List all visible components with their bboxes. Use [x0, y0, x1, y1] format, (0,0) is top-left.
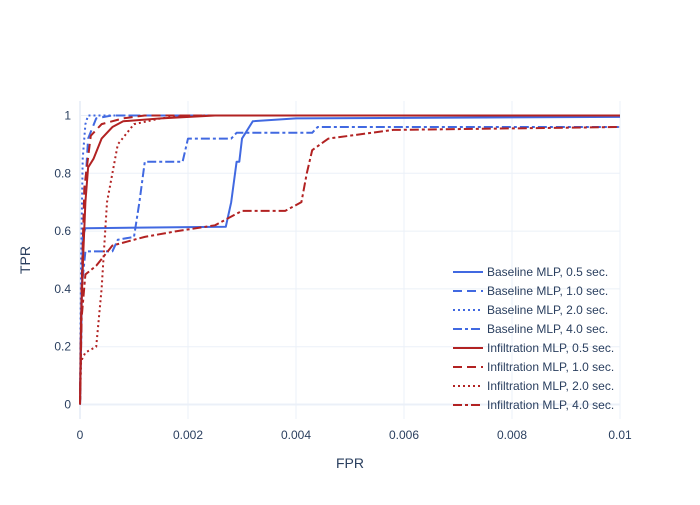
x-tick-label: 0.01	[608, 428, 632, 442]
y-axis-ticks: 0 0.2 0.4 0.6 0.8 1	[54, 108, 71, 411]
y-axis-title: TPR	[17, 246, 33, 274]
series-layer	[79, 114, 621, 405]
legend-item-label[interactable]: Infiltration MLP, 2.0 sec.	[487, 379, 614, 393]
x-tick-label: 0	[77, 428, 84, 442]
series-line-3[interactable]	[79, 126, 620, 405]
x-axis-title: FPR	[336, 455, 364, 471]
series-line-5[interactable]	[79, 114, 620, 405]
y-tick-label: 1	[64, 108, 71, 122]
legend-item-label[interactable]: Infiltration MLP, 1.0 sec.	[487, 360, 614, 374]
legend-item-label[interactable]: Baseline MLP, 1.0 sec.	[487, 284, 608, 298]
x-tick-label: 0.008	[497, 428, 527, 442]
y-tick-label: 0.6	[54, 224, 71, 238]
series-line-0[interactable]	[79, 115, 621, 405]
legend[interactable]: Baseline MLP, 0.5 sec. Baseline MLP, 1.0 …	[453, 265, 614, 412]
y-tick-label: 0.8	[54, 166, 71, 180]
legend-item-label[interactable]: Baseline MLP, 4.0 sec.	[487, 322, 608, 336]
legend-item-label[interactable]: Baseline MLP, 0.5 sec.	[487, 265, 608, 279]
legend-item-label[interactable]: Infiltration MLP, 0.5 sec.	[487, 341, 614, 355]
y-tick-label: 0.4	[54, 282, 71, 296]
x-tick-label: 0.002	[173, 428, 203, 442]
y-tick-label: 0	[64, 398, 71, 412]
series-line-7[interactable]	[79, 126, 621, 405]
x-axis-ticks: 0 0.002 0.004 0.006 0.008 0.01	[77, 428, 632, 442]
legend-item-label[interactable]: Infiltration MLP, 4.0 sec.	[487, 398, 614, 412]
legend-item-label[interactable]: Baseline MLP, 2.0 sec.	[487, 303, 608, 317]
x-tick-label: 0.004	[281, 428, 311, 442]
series-line-6[interactable]	[79, 114, 620, 405]
y-tick-label: 0.2	[54, 340, 71, 354]
x-tick-label: 0.006	[389, 428, 419, 442]
